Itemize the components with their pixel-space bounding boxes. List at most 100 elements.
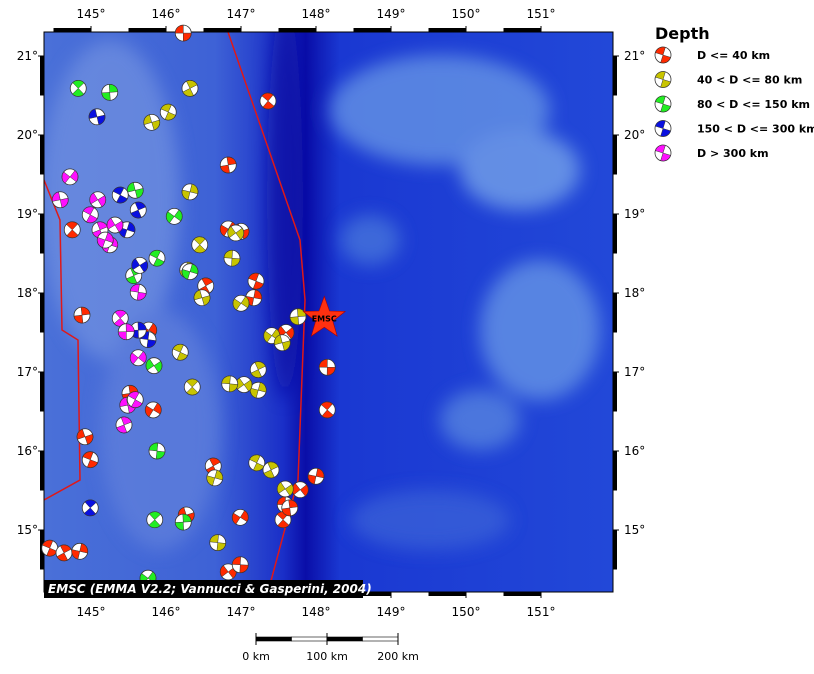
y-tick-label: 17° [17, 365, 38, 379]
beachball [273, 334, 291, 352]
frame-bar [40, 56, 44, 96]
beachball [76, 428, 94, 446]
frame-bar [503, 28, 541, 32]
beachball-quadrant [97, 232, 114, 248]
beachball [41, 539, 59, 557]
y-tick-label: 17° [624, 365, 645, 379]
beachball [174, 513, 192, 531]
beachball-quadrant [148, 442, 166, 460]
beachball [81, 206, 99, 224]
beachball-quadrant [66, 221, 79, 239]
beachball-quadrant [320, 401, 334, 419]
beachball [259, 92, 277, 110]
frame-bar [353, 28, 391, 32]
scale-segment [326, 636, 363, 642]
frame-bar [353, 592, 391, 596]
beachball-quadrant [182, 80, 198, 97]
beachball [291, 481, 309, 499]
beachball-quadrant [160, 103, 176, 121]
beachball-quadrant [181, 263, 199, 280]
frame-bar [613, 135, 617, 175]
beachball [148, 442, 166, 460]
credit: EMSC (EMMA V2.2; Vannucci & Gasperini, 2… [48, 582, 372, 596]
beachball-quadrant [52, 191, 69, 208]
x-tick-label: 151° [527, 605, 556, 619]
beachball [129, 349, 147, 367]
bathymetry [44, 32, 613, 592]
frame-bar [613, 372, 617, 412]
beachball-quadrant [145, 358, 163, 373]
beachball [144, 401, 162, 419]
beachball [106, 216, 124, 234]
beachball-quadrant [130, 201, 146, 219]
y-tick-label: 21° [624, 49, 645, 63]
beachball-quadrant [186, 378, 199, 396]
beachball [96, 231, 114, 249]
scale-segment [291, 636, 328, 642]
beachball [73, 306, 91, 324]
beachball [654, 71, 672, 88]
beachball [81, 499, 99, 517]
beachball [89, 191, 107, 209]
beachball-quadrant [223, 250, 241, 267]
frame-bar [613, 56, 617, 96]
beachball-quadrant [174, 513, 192, 531]
beachball [183, 378, 201, 396]
beachball-quadrant [73, 306, 91, 324]
beachball [289, 308, 307, 326]
beachball [55, 544, 73, 562]
beachball [249, 361, 267, 379]
beachball-quadrant [261, 92, 275, 110]
x-tick-label: 149° [377, 7, 406, 21]
x-tick-label: 150° [452, 605, 481, 619]
y-tick-label: 18° [17, 286, 38, 300]
beachball [171, 343, 189, 361]
beachball [193, 289, 211, 307]
beachball [101, 83, 119, 101]
beachball-quadrant [82, 206, 98, 224]
beachball-quadrant [88, 108, 106, 125]
beachball [143, 113, 161, 131]
beachball-quadrant [209, 534, 226, 551]
legend-label: 80 < D <= 150 km [697, 98, 810, 111]
beachball-quadrant [130, 351, 147, 365]
frame-bar [40, 451, 44, 491]
beachball-quadrant [83, 499, 97, 517]
beachball [181, 183, 199, 201]
y-tick-label: 20° [624, 128, 645, 142]
frame-bar [278, 28, 316, 32]
y-tick-label: 21° [17, 49, 38, 63]
beachball [235, 376, 253, 394]
beachball [654, 95, 672, 113]
frame-bar [613, 214, 617, 254]
beachball-quadrant [231, 556, 249, 574]
beachball-quadrant [181, 183, 199, 200]
x-tick-label: 146° [152, 7, 181, 21]
beachball [51, 191, 69, 209]
beachball-quadrant [131, 258, 148, 273]
x-tick-label: 150° [452, 7, 481, 21]
y-tick-label: 16° [17, 444, 38, 458]
beachball [654, 120, 672, 137]
beachball [219, 156, 237, 174]
beachball [181, 79, 199, 97]
beachball [209, 534, 227, 552]
beachball-quadrant [655, 46, 671, 64]
beachball-quadrant [71, 543, 88, 560]
beachball [231, 508, 249, 526]
beachball-quadrant [117, 323, 135, 340]
epicenter-label: EMSC [312, 314, 337, 323]
beachball [247, 272, 265, 290]
beachball [111, 186, 129, 204]
beachball [129, 283, 147, 301]
beachball [111, 309, 129, 327]
beachball [81, 451, 99, 469]
beachball [262, 461, 280, 479]
beachball-quadrant [227, 226, 244, 240]
beachball-quadrant [655, 71, 671, 88]
beachball [181, 263, 199, 281]
beachball-quadrant [130, 284, 147, 301]
frame-bar [40, 372, 44, 412]
beachball [148, 249, 166, 267]
